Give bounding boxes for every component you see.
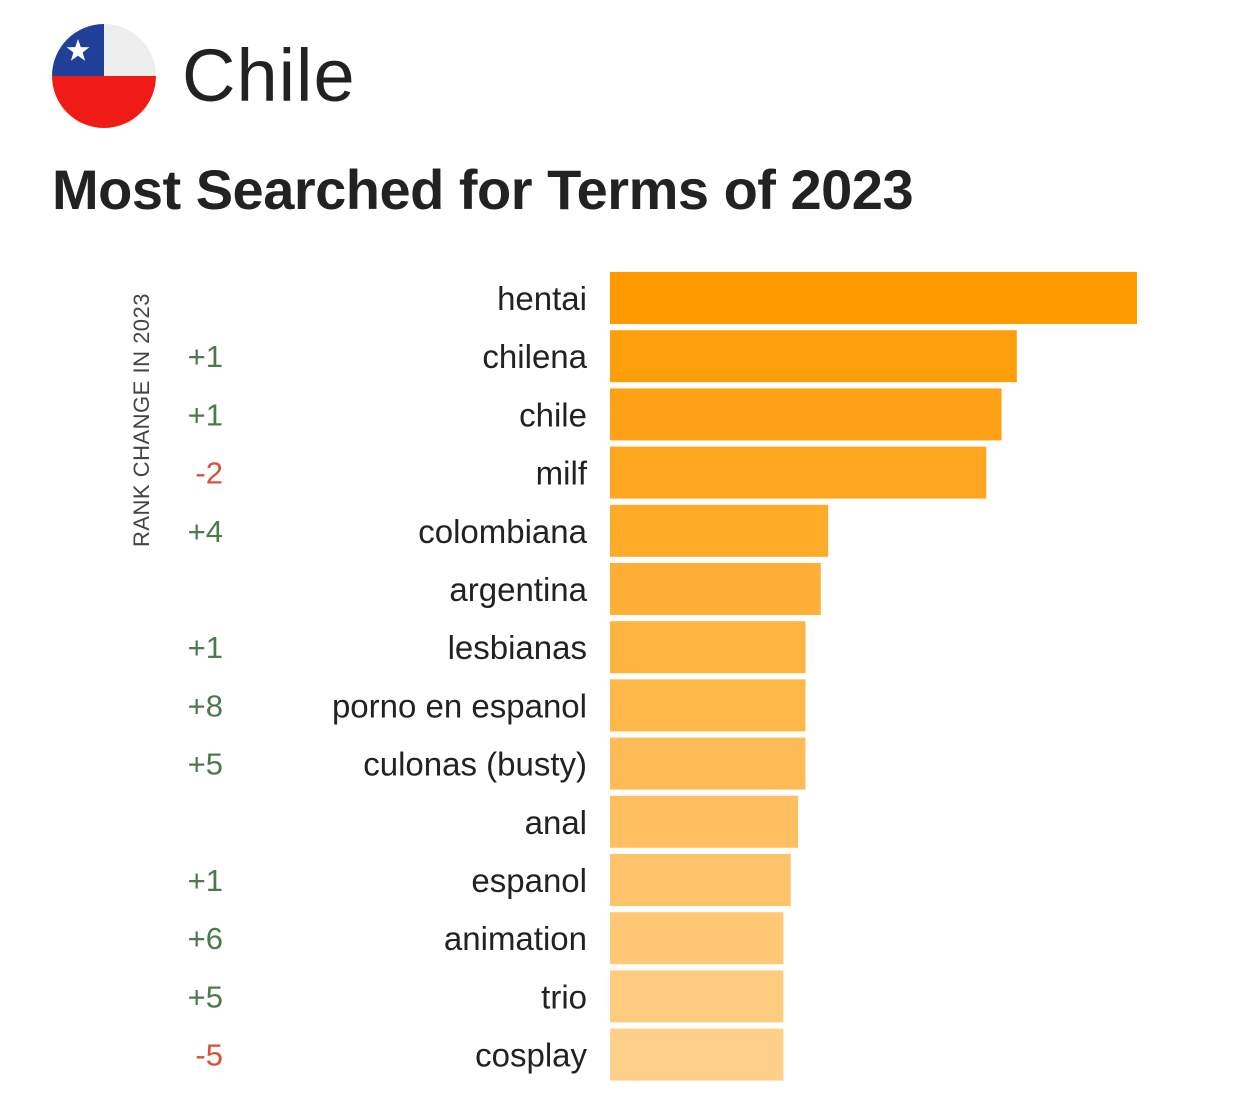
bar-13 <box>610 1028 784 1081</box>
term-label-0: hentai <box>497 280 587 317</box>
term-label-11: animation <box>444 920 587 957</box>
rank-change-13: -5 <box>195 1038 223 1073</box>
bar-11 <box>610 912 784 965</box>
rank-change-7: +8 <box>188 688 223 723</box>
bar-3 <box>610 446 987 499</box>
rank-change-12: +5 <box>188 979 223 1014</box>
term-label-7: porno en espanol <box>332 687 587 724</box>
rank-change-4: +4 <box>188 514 223 549</box>
chile-flag-icon <box>52 24 156 128</box>
bar-8 <box>610 737 806 790</box>
term-label-3: milf <box>536 455 588 492</box>
bar-9 <box>610 795 799 848</box>
bar-4 <box>610 504 829 557</box>
bar-7 <box>610 679 806 732</box>
term-label-9: anal <box>525 804 587 841</box>
term-label-5: argentina <box>449 571 587 608</box>
rank-change-3: -2 <box>195 456 223 491</box>
rank-change-1: +1 <box>188 339 223 374</box>
country-name: Chile <box>182 34 356 117</box>
term-label-2: chile <box>519 396 587 433</box>
rank-change-2: +1 <box>188 397 223 432</box>
bar-1 <box>610 330 1017 383</box>
rank-change-8: +5 <box>188 747 223 782</box>
rank-change-11: +6 <box>188 921 223 956</box>
term-label-10: espanol <box>471 862 587 899</box>
chart-title: Most Searched for Terms of 2023 <box>52 158 914 221</box>
term-label-6: lesbianas <box>448 629 587 666</box>
term-label-1: chilena <box>482 338 587 375</box>
rank-change-6: +1 <box>188 630 223 665</box>
bar-5 <box>610 563 821 615</box>
bar-10 <box>610 854 791 906</box>
term-label-12: trio <box>541 978 587 1015</box>
country-header: Chile <box>52 24 356 128</box>
term-label-4: colombiana <box>418 513 587 550</box>
rank-change-10: +1 <box>188 863 223 898</box>
bar-12 <box>610 970 784 1023</box>
bar-2 <box>610 388 1002 441</box>
term-label-8: culonas (busty) <box>363 746 587 783</box>
term-label-13: cosplay <box>475 1037 587 1074</box>
bar-0 <box>610 272 1137 324</box>
bar-6 <box>610 621 806 674</box>
